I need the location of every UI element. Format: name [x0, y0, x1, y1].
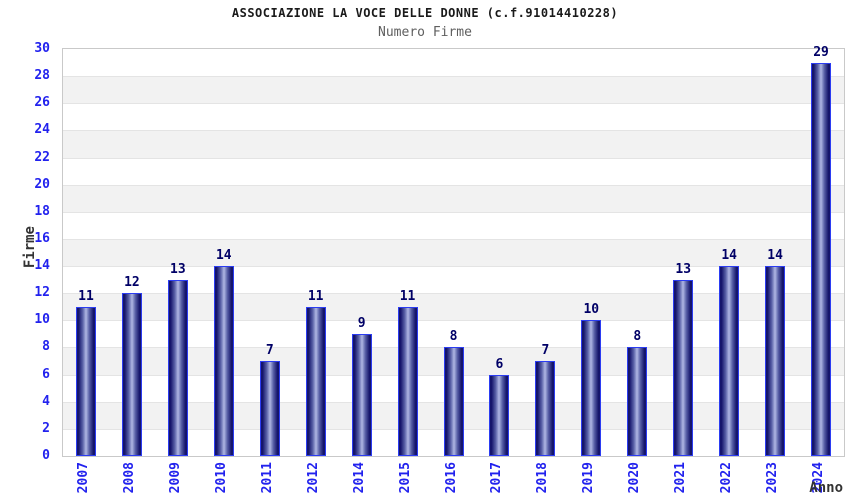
x-tick-label-2017: 2017 — [489, 462, 505, 494]
x-tick-label-2019: 2019 — [581, 462, 597, 494]
grid-band — [63, 76, 844, 104]
bar-value-label: 11 — [399, 288, 416, 304]
bar-value-label: 11 — [307, 288, 324, 304]
y-tick-label: 12 — [34, 285, 50, 301]
y-tick-label: 2 — [42, 420, 50, 436]
y-tick-label: 6 — [42, 366, 50, 382]
grid-band — [63, 238, 844, 267]
bar-2023 — [765, 266, 786, 456]
y-tick-label: 16 — [34, 230, 50, 246]
bar-value-label: 14 — [767, 248, 783, 264]
x-tick-label-2016: 2016 — [443, 462, 459, 494]
bar-value-label: 12 — [124, 275, 140, 291]
chart-subtitle: Numero Firme — [378, 25, 472, 40]
y-tick-label: 30 — [34, 41, 50, 56]
x-tick-label-2007: 2007 — [75, 462, 91, 494]
grid-band — [63, 184, 844, 212]
x-tick-label-2015: 2015 — [397, 462, 413, 494]
x-tick-label-2010: 2010 — [213, 462, 229, 494]
bar-value-label: 7 — [265, 343, 274, 359]
y-tick-label: 24 — [34, 122, 50, 138]
bar-2018 — [535, 361, 556, 456]
grid-band — [63, 293, 844, 321]
grid-band — [63, 211, 844, 239]
y-tick-label: 22 — [34, 149, 50, 165]
bar-value-label: 10 — [583, 302, 600, 318]
x-tick-label-2011: 2011 — [259, 462, 275, 494]
y-tick-label: 20 — [34, 176, 50, 192]
x-tick-label-2012: 2012 — [305, 462, 321, 494]
x-tick-label-2014: 2014 — [351, 462, 367, 494]
x-tick-label-2020: 2020 — [627, 462, 643, 494]
bar-2014 — [351, 333, 372, 456]
bar-value-label: 6 — [495, 356, 504, 372]
bar-value-label: 13 — [675, 261, 692, 277]
bar-2019 — [581, 320, 602, 456]
bar-value-label: 14 — [721, 248, 737, 264]
x-tick-label-2022: 2022 — [719, 462, 735, 494]
x-axis-title: Anno — [809, 480, 843, 496]
y-tick-label: 28 — [34, 68, 50, 84]
y-tick-label: 0 — [42, 448, 50, 463]
y-tick-label: 14 — [34, 258, 50, 274]
x-tick-label-2018: 2018 — [535, 462, 551, 494]
grid-band — [63, 320, 844, 347]
plot-area: 11 12 13 14 7 11 9 11 8 6 7 10 8 13 14 14 29 — [62, 44, 845, 457]
bar-2007 — [75, 306, 96, 456]
bar-2008 — [121, 293, 142, 456]
x-tick-label-2008: 2008 — [121, 462, 137, 494]
bar-value-label: 29 — [813, 44, 829, 60]
bar-2016 — [443, 347, 464, 456]
bar-value-label: 8 — [449, 329, 458, 345]
bar-2011 — [259, 361, 280, 456]
bar-2024 — [811, 62, 832, 456]
grid-band — [63, 103, 844, 130]
x-tick-label-2021: 2021 — [673, 462, 689, 494]
y-tick-label: 10 — [34, 312, 50, 328]
bar-2010 — [213, 266, 234, 456]
bar-value-label: 11 — [78, 288, 94, 304]
chart-title: ASSOCIAZIONE LA VOCE DELLE DONNE (c.f.91… — [231, 6, 619, 20]
bar-2015 — [397, 306, 418, 456]
bar-value-label: 8 — [633, 329, 642, 345]
bar-2009 — [167, 279, 188, 456]
grid-band — [63, 157, 844, 185]
x-tick-label-2023: 2023 — [765, 462, 781, 494]
y-tick-label: 26 — [34, 95, 50, 111]
grid-band — [63, 266, 844, 293]
bar-2012 — [305, 306, 326, 456]
grid-band — [63, 49, 844, 76]
bar-2017 — [489, 374, 510, 456]
grid-band — [63, 130, 844, 158]
y-tick-label: 4 — [42, 393, 50, 409]
y-tick-label: 8 — [42, 339, 50, 355]
bar-value-label: 9 — [357, 315, 366, 331]
bar-value-label: 13 — [170, 261, 186, 277]
x-tick-label-2009: 2009 — [167, 462, 183, 494]
bar-2020 — [627, 347, 648, 456]
bar-value-label: 7 — [541, 343, 550, 359]
bar-value-label: 14 — [215, 248, 232, 264]
y-tick-label: 18 — [34, 203, 50, 219]
bar-2021 — [673, 279, 694, 456]
bar-2022 — [719, 266, 740, 456]
